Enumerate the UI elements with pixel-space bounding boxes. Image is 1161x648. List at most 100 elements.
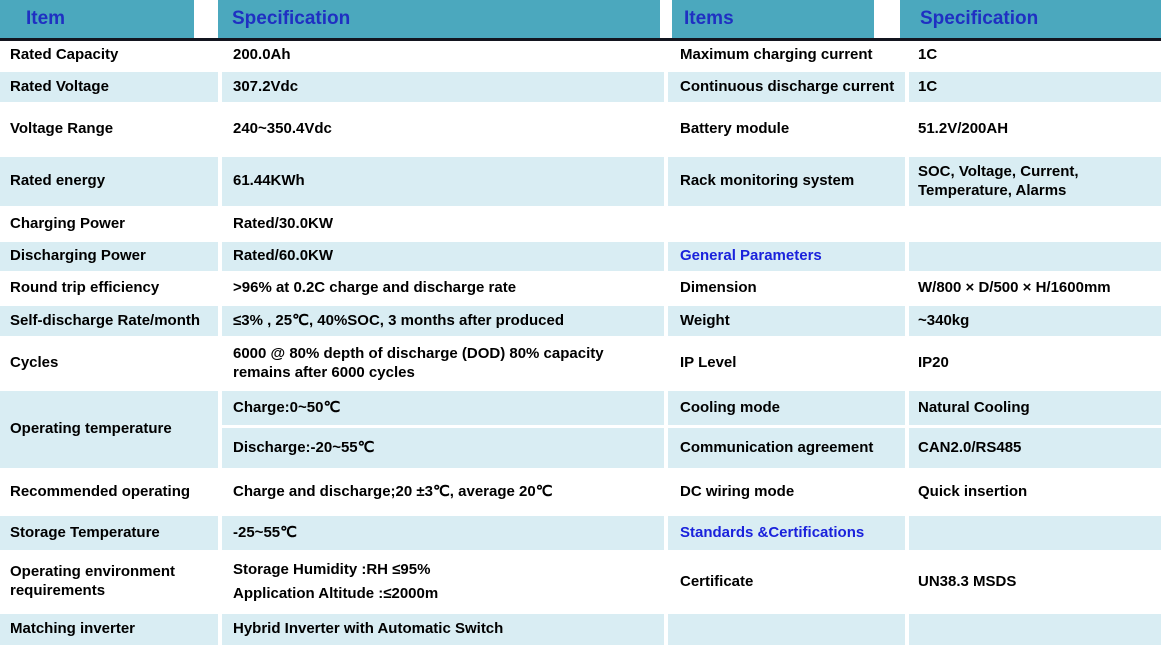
header-gap <box>874 0 900 38</box>
spec-cell: CAN2.0/RS485 <box>909 428 1161 468</box>
spec-table-row: Storage Temperature -25~55℃ <box>0 516 664 553</box>
item-cell: Charging Power <box>0 209 218 239</box>
spec-cell: Rated/30.0KW <box>222 209 664 239</box>
spec-subcell: Discharge:-20~55℃ <box>233 438 375 456</box>
item-cell: Certificate <box>668 553 905 611</box>
spec-cell: Storage Humidity :RH ≤95% Application Alt… <box>222 553 664 611</box>
spec-cell: >96% at 0.2C charge and discharge rate <box>222 274 664 303</box>
spec-subcell: Charge:0~50℃ <box>222 391 664 428</box>
spec-table-row <box>668 614 1161 648</box>
item-cell: Maximum charging current <box>668 41 905 69</box>
item-cell: Discharging Power <box>0 242 218 271</box>
spec-table-row: General Parameters <box>668 242 1161 274</box>
spec-cell: Charge:0~50℃ Discharge:-20~55℃ <box>222 391 664 468</box>
spec-table-row: Communication agreement CAN2.0/RS485 <box>668 428 1161 471</box>
spec-table-row: Round trip efficiency >96% at 0.2C charge… <box>0 274 664 306</box>
spec-cell: W/800 × D/500 × H/1600mm <box>909 274 1161 303</box>
spec-table-row: Cooling mode Natural Cooling <box>668 391 1161 428</box>
spec-table-row: Self-discharge Rate/month ≤3% , 25℃, 40%S… <box>0 306 664 339</box>
empty-cell <box>909 516 1161 550</box>
right-column-rows: Maximum charging current 1C Continuous dis… <box>664 41 1161 648</box>
item-cell: Weight <box>668 306 905 336</box>
item-cell: DC wiring mode <box>668 471 905 513</box>
spec-table-row <box>668 209 1161 242</box>
spec-table-row: Charging Power Rated/30.0KW <box>0 209 664 242</box>
spec-cell: 240~350.4Vdc <box>222 105 664 154</box>
spec-line: Application Altitude :≤2000m <box>233 585 439 602</box>
item-cell: Self-discharge Rate/month <box>0 306 218 336</box>
spec-table-row: Rated energy 61.44KWh <box>0 157 664 209</box>
item-cell: Rated Capacity <box>0 41 218 69</box>
spec-table-row: IP Level IP20 <box>668 339 1161 391</box>
empty-cell <box>668 209 905 239</box>
spec-table-row: Standards &Certifications <box>668 516 1161 553</box>
item-cell: Battery module <box>668 105 905 154</box>
section-label-cell: General Parameters <box>668 242 905 271</box>
spec-cell: 307.2Vdc <box>222 72 664 102</box>
spec-cell: 200.0Ah <box>222 41 664 69</box>
item-cell: Matching inverter <box>0 614 218 645</box>
spec-table-row: Weight ~340kg <box>668 306 1161 339</box>
item-cell: Recommended operating <box>0 471 218 513</box>
left-column-rows: Rated Capacity 200.0Ah Rated Voltage 307.2V… <box>0 41 664 648</box>
spec-cell: 6000 @ 80% depth of discharge (DOD) 80% … <box>222 339 664 388</box>
spec-table-row: Matching inverter Hybrid Inverter with Au… <box>0 614 664 648</box>
spec-cell: -25~55℃ <box>222 516 664 550</box>
header-cell-specification-left: Specification <box>218 0 660 38</box>
spec-cell: Hybrid Inverter with Automatic Switch <box>222 614 664 645</box>
spec-table-header: Item Specification Items Specification <box>0 0 1161 41</box>
spec-cell: Quick insertion <box>909 471 1161 513</box>
item-cell: Storage Temperature <box>0 516 218 550</box>
empty-cell <box>909 614 1161 645</box>
header-cell-specification-right: Specification <box>900 0 1161 38</box>
item-cell: Round trip efficiency <box>0 274 218 303</box>
item-cell: Rack monitoring system <box>668 157 905 206</box>
header-cell-items: Items <box>672 0 874 38</box>
spec-table-row: Recommended operating Charge and discharg… <box>0 471 664 516</box>
spec-table-row: Rated Capacity 200.0Ah <box>0 41 664 72</box>
header-cell-item: Item <box>0 0 194 38</box>
spec-cell: Natural Cooling <box>909 391 1161 425</box>
header-gap <box>660 0 672 38</box>
spec-table-row: Battery module 51.2V/200AH <box>668 105 1161 157</box>
spec-table-row: Rack monitoring system SOC, Voltage, Curr… <box>668 157 1161 209</box>
item-cell: Operating environment requirements <box>0 553 218 611</box>
item-cell: Rated energy <box>0 157 218 206</box>
spec-cell: Charge and discharge;20 ±3℃, average 20℃ <box>222 471 664 513</box>
spec-line: Storage Humidity :RH ≤95% <box>233 561 431 578</box>
spec-table-row: Operating temperature Charge:0~50℃ Dischar… <box>0 391 664 471</box>
spec-table-row: Voltage Range 240~350.4Vdc <box>0 105 664 157</box>
empty-cell <box>909 242 1161 271</box>
spec-table-row: Dimension W/800 × D/500 × H/1600mm <box>668 274 1161 306</box>
spec-table-row: Continuous discharge current 1C <box>668 72 1161 105</box>
item-cell: Cycles <box>0 339 218 388</box>
spec-table-row: Operating environment requirements Storag… <box>0 553 664 614</box>
item-cell: Dimension <box>668 274 905 303</box>
spec-cell: SOC, Voltage, Current, Temperature, Alar… <box>909 157 1161 206</box>
item-cell: IP Level <box>668 339 905 388</box>
spec-cell: ~340kg <box>909 306 1161 336</box>
spec-table-row: Maximum charging current 1C <box>668 41 1161 72</box>
empty-cell <box>668 614 905 645</box>
spec-table-row: DC wiring mode Quick insertion <box>668 471 1161 516</box>
spec-cell: ≤3% , 25℃, 40%SOC, 3 months after produc… <box>222 306 664 336</box>
spec-table-row: Discharging Power Rated/60.0KW <box>0 242 664 274</box>
item-cell: Continuous discharge current <box>668 72 905 102</box>
section-label-cell: Standards &Certifications <box>668 516 905 550</box>
spec-cell: 61.44KWh <box>222 157 664 206</box>
spec-cell: 1C <box>909 72 1161 102</box>
spec-cell: UN38.3 MSDS <box>909 553 1161 611</box>
item-cell: Cooling mode <box>668 391 905 425</box>
empty-cell <box>909 209 1161 239</box>
spec-table-row: Rated Voltage 307.2Vdc <box>0 72 664 105</box>
spec-cell: Rated/60.0KW <box>222 242 664 271</box>
item-cell: Voltage Range <box>0 105 218 154</box>
spec-cell: 1C <box>909 41 1161 69</box>
spec-table-body: Rated Capacity 200.0Ah Rated Voltage 307.2V… <box>0 41 1161 648</box>
item-cell: Operating temperature <box>0 391 218 468</box>
spec-cell: 51.2V/200AH <box>909 105 1161 154</box>
item-cell: Rated Voltage <box>0 72 218 102</box>
header-gap <box>194 0 218 38</box>
spec-table-row: Cycles 6000 @ 80% depth of discharge (DOD… <box>0 339 664 391</box>
